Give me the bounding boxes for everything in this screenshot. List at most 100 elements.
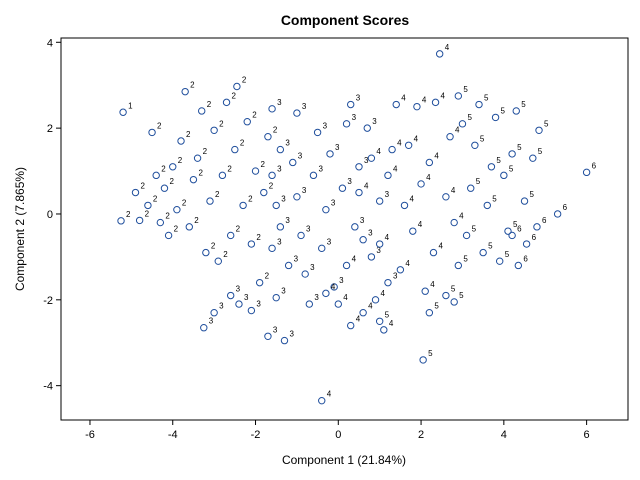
data-point-label: 3 — [277, 98, 282, 107]
data-point — [404, 141, 413, 150]
data-point — [247, 240, 256, 248]
data-point — [500, 171, 508, 180]
data-point — [313, 128, 322, 137]
data-point — [206, 197, 214, 205]
data-point-label: 2 — [248, 194, 253, 203]
data-point — [454, 92, 463, 100]
data-point — [442, 291, 450, 300]
data-point-label: 2 — [174, 224, 179, 233]
data-point-label: 2 — [227, 164, 232, 173]
data-point — [268, 244, 276, 253]
data-point-label: 3 — [277, 164, 282, 173]
data-point-label: 2 — [178, 156, 183, 165]
data-point-label: 2 — [211, 242, 216, 251]
data-point — [318, 244, 326, 253]
data-point-label: 2 — [186, 130, 191, 139]
data-point — [413, 102, 421, 111]
data-point-label: 2 — [232, 91, 237, 100]
data-point — [247, 306, 256, 315]
data-point — [235, 300, 243, 308]
data-point-label: 2 — [252, 111, 257, 120]
data-point — [409, 227, 417, 235]
data-point — [529, 154, 537, 162]
data-point-label: 5 — [488, 242, 493, 251]
data-point — [431, 98, 440, 107]
data-point-label: 2 — [240, 139, 245, 148]
data-point-label: 3 — [323, 121, 328, 130]
data-point — [363, 124, 371, 132]
x-tick-label: -2 — [251, 429, 261, 441]
data-point — [479, 248, 487, 257]
data-point — [367, 253, 376, 261]
data-point-label: 4 — [401, 94, 406, 103]
data-point-label: 3 — [372, 117, 377, 126]
data-point-label: 3 — [219, 302, 224, 311]
data-point — [375, 197, 384, 205]
data-point — [425, 308, 434, 317]
points-layer: 1222222222222222222222222222222222333333… — [117, 43, 597, 405]
data-point-label: 4 — [389, 319, 394, 328]
y-tick-label: 2 — [47, 123, 53, 135]
data-point-label: 2 — [265, 272, 270, 281]
data-point-label: 3 — [273, 325, 278, 334]
data-point — [475, 100, 483, 109]
data-point-label: 4 — [418, 220, 423, 229]
data-point-label: 3 — [318, 164, 323, 173]
data-point-label: 4 — [410, 194, 415, 203]
data-point — [210, 308, 218, 317]
data-point-label: 4 — [397, 139, 402, 148]
chart-title: Component Scores — [281, 12, 410, 28]
data-point — [233, 82, 241, 91]
data-point — [276, 145, 285, 154]
data-point-label: 2 — [236, 224, 241, 233]
data-point — [255, 278, 264, 287]
data-point — [351, 223, 359, 231]
data-point — [222, 98, 231, 107]
data-point-label: 2 — [198, 169, 203, 178]
data-point-label: 4 — [393, 164, 398, 173]
data-point-label: 2 — [215, 190, 220, 199]
data-point — [305, 300, 314, 308]
data-point — [400, 201, 409, 210]
data-point — [508, 150, 516, 158]
data-point-label: 3 — [289, 330, 294, 339]
data-point — [268, 171, 276, 180]
data-point-label: 3 — [327, 237, 332, 246]
data-point — [483, 201, 491, 210]
data-point — [181, 87, 189, 96]
y-axis-label: Component 2 (7.865%) — [13, 167, 27, 291]
data-point — [218, 171, 227, 180]
data-point — [164, 231, 173, 240]
data-point — [334, 300, 342, 308]
data-point — [301, 270, 309, 278]
data-point-label: 3 — [281, 287, 286, 296]
data-point-label: 5 — [480, 134, 485, 143]
x-tick-label: 0 — [335, 429, 341, 441]
data-point-label: 3 — [339, 276, 344, 285]
data-point-label: 2 — [261, 160, 266, 169]
data-point — [535, 126, 543, 134]
data-point-label: 3 — [302, 102, 307, 111]
data-point — [392, 100, 400, 109]
data-point-label: 4 — [331, 282, 336, 291]
data-point-label: 5 — [538, 147, 543, 156]
data-point-label: 4 — [441, 91, 446, 100]
data-point-label: 5 — [496, 156, 501, 165]
data-point — [520, 197, 529, 205]
data-point — [280, 336, 289, 345]
data-point-label: 5 — [492, 194, 497, 203]
data-point — [210, 126, 218, 134]
data-point — [177, 137, 185, 145]
data-point — [326, 150, 334, 158]
y-tick-label: 4 — [47, 37, 53, 49]
data-point-label: 4 — [327, 390, 332, 399]
x-tick-label: 6 — [584, 429, 590, 441]
data-point — [322, 289, 330, 298]
data-point-label: 4 — [343, 293, 348, 302]
data-point-label: 2 — [145, 209, 150, 218]
data-point — [131, 188, 140, 197]
x-axis-label: Component 1 (21.84%) — [282, 453, 406, 467]
data-point-label: 3 — [209, 317, 214, 326]
x-tick-label: -4 — [168, 429, 178, 441]
data-point — [462, 231, 471, 240]
